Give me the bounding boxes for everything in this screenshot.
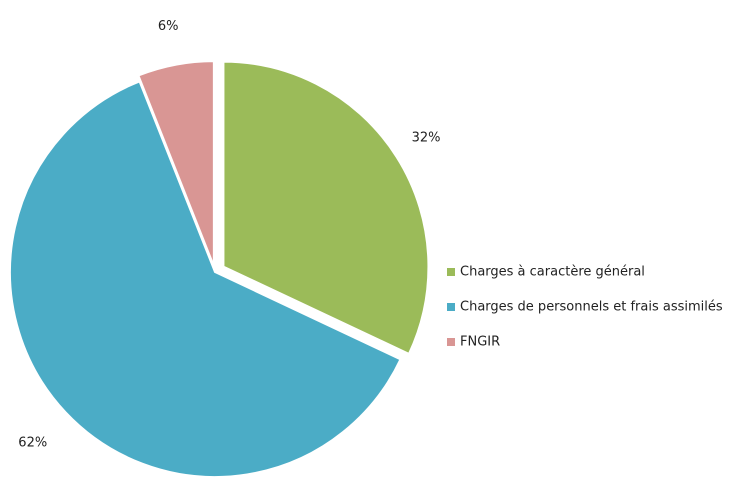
legend-label: Charges à caractère général [460, 265, 645, 280]
legend-label: Charges de personnels et frais assimilés [460, 300, 723, 315]
legend-swatch [447, 338, 455, 346]
pie-slice [222, 60, 430, 356]
data-label: 62% [18, 436, 47, 451]
legend-label: FNGIR [460, 335, 500, 350]
data-label: 6% [158, 19, 179, 34]
legend-swatch [447, 268, 455, 276]
data-label: 32% [412, 131, 441, 146]
pie-slice [137, 60, 215, 267]
pie-slice [9, 80, 402, 478]
legend-swatch [447, 303, 455, 311]
